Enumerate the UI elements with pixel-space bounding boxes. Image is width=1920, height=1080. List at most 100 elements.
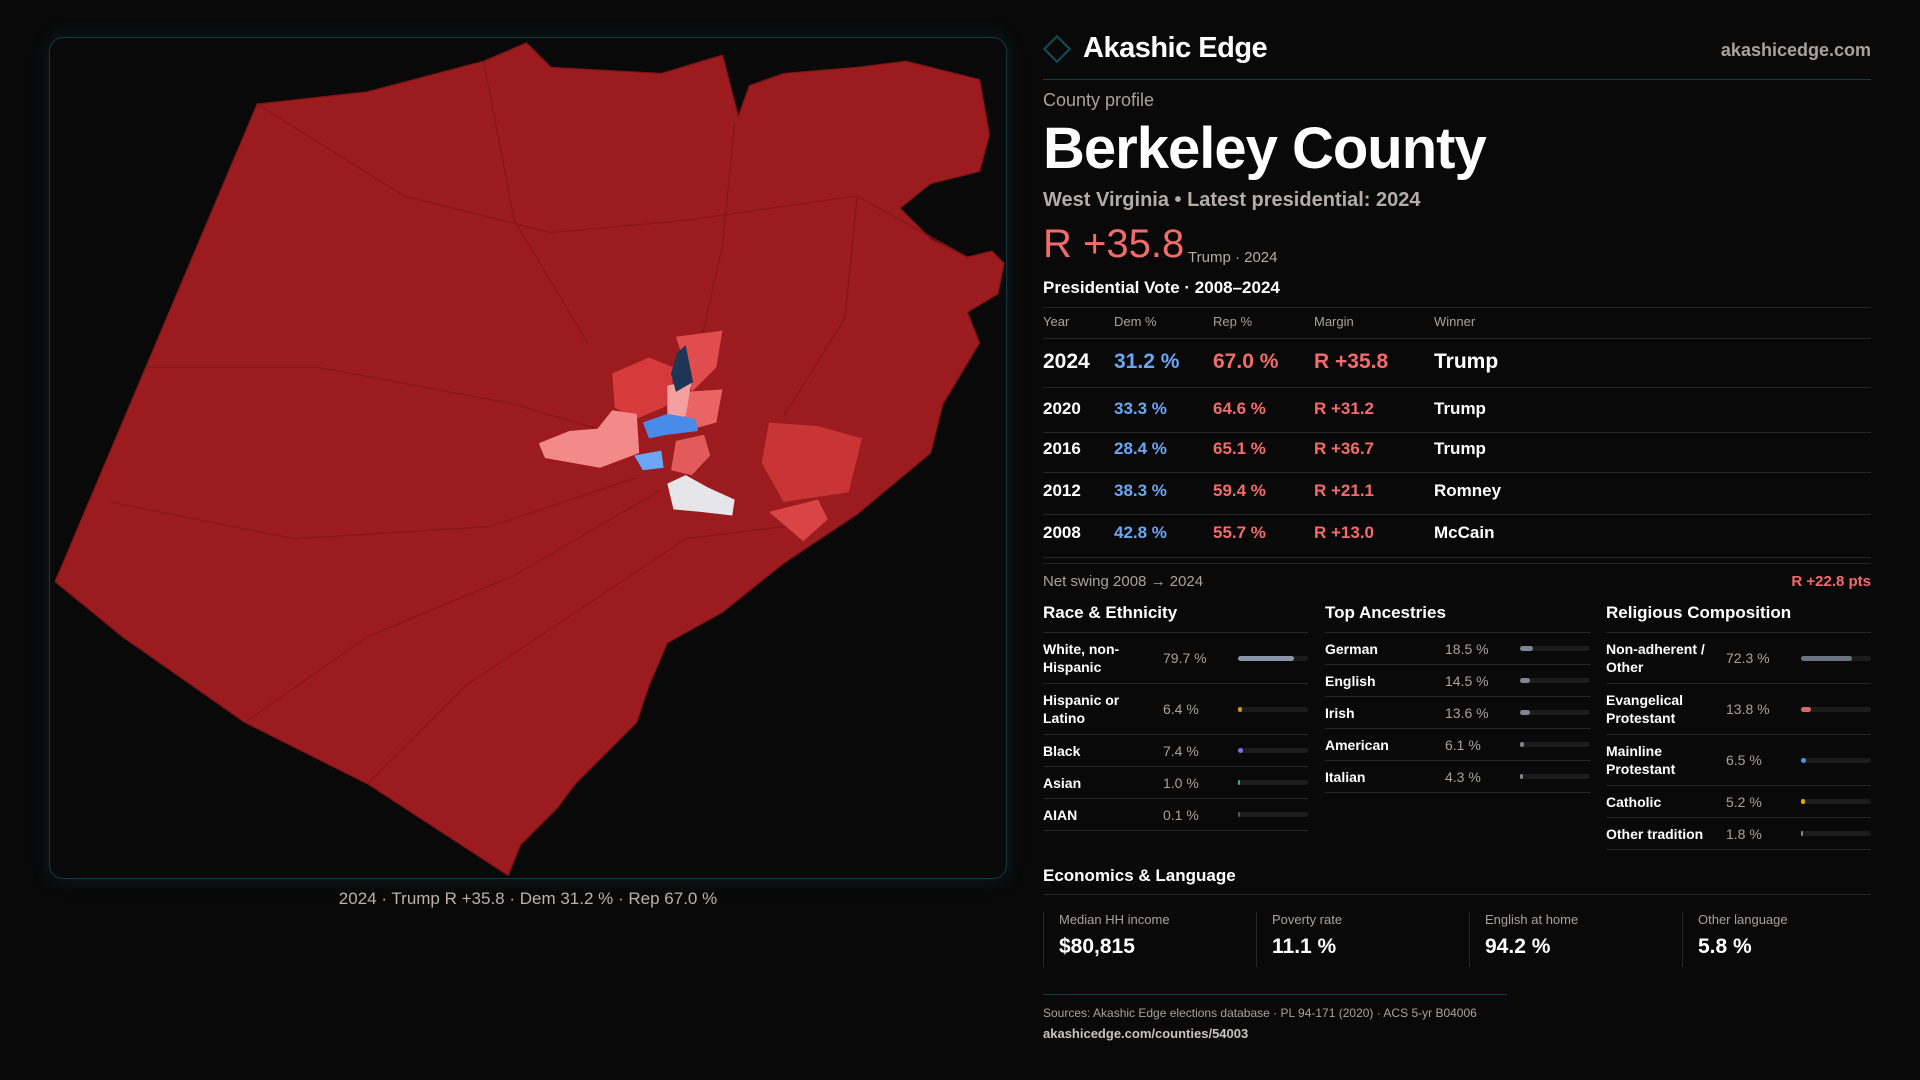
sources-text: Sources: Akashic Edge elections database… xyxy=(1043,1006,1477,1020)
item-value: 5.2 % xyxy=(1726,793,1762,810)
col-header-year: Year xyxy=(1043,314,1070,329)
net-swing-label: Net swing 2008 → 2024 xyxy=(1043,573,1204,590)
item-value: 18.5 % xyxy=(1445,640,1489,657)
item-value: 72.3 % xyxy=(1726,650,1770,666)
item-value: 6.1 % xyxy=(1445,736,1481,753)
bar-track xyxy=(1238,812,1308,817)
precinct-red[interactable] xyxy=(768,499,828,542)
divider xyxy=(1043,387,1871,388)
list-item: Hispanic or Latino 6.4 % xyxy=(1043,684,1308,735)
cell-dem: 31.2 % xyxy=(1114,350,1180,373)
cell-rep: 67.0 % xyxy=(1213,350,1279,373)
list-item: Italian 4.3 % xyxy=(1325,761,1590,793)
cell-winner: McCain xyxy=(1434,523,1495,542)
bar-fill xyxy=(1520,646,1533,651)
stat-card: Median HH income $80,815 xyxy=(1043,912,1256,967)
list-item: Asian 1.0 % xyxy=(1043,767,1308,799)
bar-fill xyxy=(1520,774,1523,779)
cell-dem: 33.3 % xyxy=(1114,399,1167,418)
bar-fill xyxy=(1801,799,1805,804)
precinct-pink[interactable] xyxy=(538,410,640,468)
subtitle: West Virginia • Latest presidential: 202… xyxy=(1043,189,1421,211)
bar-fill xyxy=(1520,678,1531,683)
col-header-rep: Rep % xyxy=(1213,314,1253,329)
bar-fill xyxy=(1801,706,1811,712)
item-label: Other tradition xyxy=(1606,825,1704,842)
cell-year: 2012 xyxy=(1043,481,1081,500)
item-value: 14.5 % xyxy=(1445,672,1489,689)
bar-track xyxy=(1520,678,1590,683)
cell-year: 2024 xyxy=(1043,350,1090,373)
precinct-blue[interactable] xyxy=(642,413,698,439)
bar-track xyxy=(1801,799,1871,804)
precinct-red[interactable] xyxy=(612,357,674,419)
bar-fill xyxy=(1801,655,1852,661)
precinct-red[interactable] xyxy=(761,422,863,503)
divider xyxy=(1043,432,1871,433)
item-label: AIAN xyxy=(1043,806,1078,823)
item-value: 1.8 % xyxy=(1726,825,1762,842)
cell-winner: Romney xyxy=(1434,481,1502,500)
bar-fill xyxy=(1238,706,1243,712)
bar-track xyxy=(1520,646,1590,651)
cell-margin: R +13.0 xyxy=(1314,523,1375,542)
item-value: 13.8 % xyxy=(1726,701,1770,717)
list-item: Irish 13.6 % xyxy=(1325,697,1590,729)
stat-value: $80,815 xyxy=(1059,935,1135,958)
cell-winner: Trump xyxy=(1434,399,1486,418)
cell-rep: 65.1 % xyxy=(1213,439,1266,458)
stat-label: English at home xyxy=(1485,912,1579,927)
header-divider xyxy=(1043,79,1871,80)
cell-rep: 59.4 % xyxy=(1213,481,1266,500)
cell-margin: R +21.1 xyxy=(1314,481,1375,500)
list-item: American 6.1 % xyxy=(1325,729,1590,761)
col-header-margin: Margin xyxy=(1314,314,1354,329)
precinct-blue[interactable] xyxy=(634,450,664,471)
map-panel[interactable] xyxy=(49,37,1007,879)
race-section: Race & Ethnicity White, non-Hispanic 79.7 … xyxy=(1043,603,1308,831)
vote-table-title: Presidential Vote · 2008–2024 xyxy=(1043,278,1280,297)
stat-label: Poverty rate xyxy=(1272,912,1343,927)
cell-winner: Trump xyxy=(1434,350,1499,373)
item-label: Asian xyxy=(1043,774,1082,791)
bar-fill xyxy=(1238,655,1294,661)
item-value: 13.6 % xyxy=(1445,704,1489,721)
stat-card: English at home 94.2 % xyxy=(1469,912,1682,967)
divider xyxy=(1043,338,1871,339)
precinct-red[interactable] xyxy=(671,434,711,476)
cell-margin: R +36.7 xyxy=(1314,439,1375,458)
item-value: 0.1 % xyxy=(1163,806,1199,823)
col-header-dem: Dem % xyxy=(1114,314,1157,329)
site-link[interactable]: akashicedge.com xyxy=(1720,40,1871,60)
cell-rep: 55.7 % xyxy=(1213,523,1266,542)
precinct-boundaries xyxy=(110,61,968,785)
bar-track xyxy=(1238,780,1308,785)
cell-year: 2020 xyxy=(1043,399,1081,418)
bar-fill xyxy=(1801,757,1806,763)
col-header-winner: Winner xyxy=(1434,314,1476,329)
item-value: 1.0 % xyxy=(1163,774,1199,791)
precinct-red[interactable] xyxy=(675,330,723,392)
list-item: English 14.5 % xyxy=(1325,665,1590,697)
cell-margin: R +31.2 xyxy=(1314,399,1375,418)
bar-track xyxy=(1520,774,1590,779)
divider xyxy=(1043,557,1871,558)
section-title: Religious Composition xyxy=(1606,603,1871,633)
county-url[interactable]: akashicedge.com/counties/54003 xyxy=(1043,1026,1249,1041)
precinct-white[interactable] xyxy=(667,475,735,516)
bar-fill xyxy=(1238,812,1240,817)
bar-track xyxy=(1520,710,1590,715)
item-label: Black xyxy=(1043,742,1081,759)
item-value: 79.7 % xyxy=(1163,650,1207,666)
list-item: Other tradition 1.8 % xyxy=(1606,818,1871,850)
precinct-navy[interactable] xyxy=(671,345,694,392)
bar-fill xyxy=(1238,780,1240,785)
brand-logo[interactable]: Akashic Edge xyxy=(1042,32,1268,65)
precinct-pink[interactable] xyxy=(667,379,692,423)
stat-card: Poverty rate 11.1 % xyxy=(1256,912,1469,967)
religion-section: Religious Composition Non-adherent / Othe… xyxy=(1606,603,1871,850)
section-title: Race & Ethnicity xyxy=(1043,603,1308,633)
item-label: Hispanic or Latino xyxy=(1043,692,1120,726)
county-shape[interactable] xyxy=(54,42,1005,877)
